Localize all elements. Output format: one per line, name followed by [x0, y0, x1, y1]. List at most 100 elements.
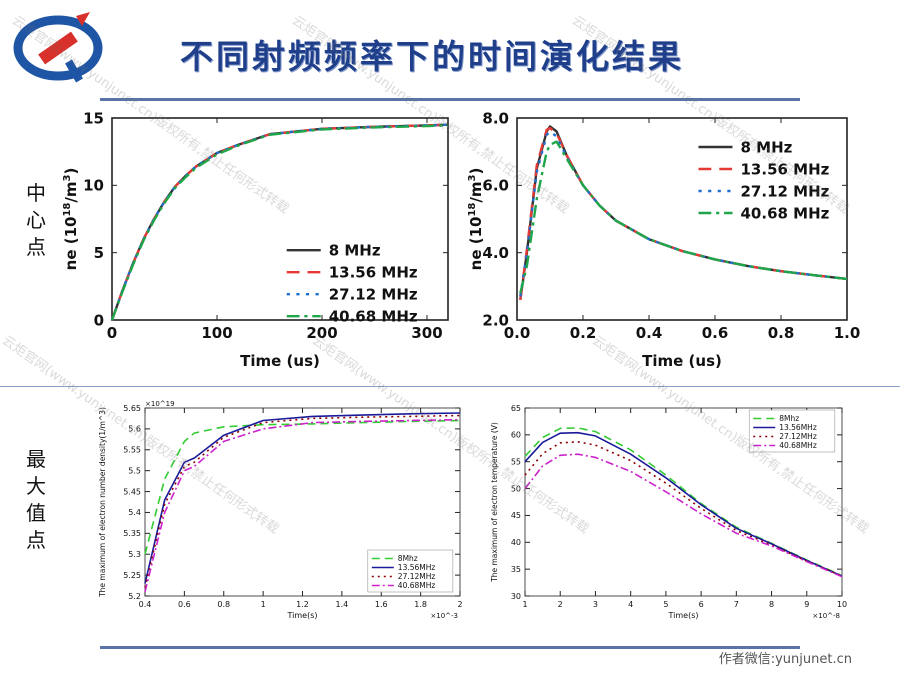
- plot-frame: [111, 117, 449, 321]
- legend-label-1: 13.56 MHz: [741, 160, 830, 178]
- x-tick-label: 6: [699, 600, 704, 609]
- y-tick-label: 8.0: [482, 110, 509, 127]
- y-tick-label: 5.4: [128, 508, 141, 517]
- x-tick-label: 5: [663, 600, 668, 609]
- legend-label-2: 27.12 MHz: [329, 285, 418, 303]
- legend-label-2: 27.12MHz: [398, 572, 436, 581]
- x-tick-label: 0.4: [139, 600, 152, 609]
- legend-label-0: 8 MHz: [329, 241, 381, 259]
- side-label-max: 最大值点: [26, 447, 46, 552]
- y-tick-label: 35: [511, 565, 521, 574]
- footer-wechat: 作者微信:yunjunet.cn: [718, 652, 852, 667]
- y-tick-label: 6.0: [482, 177, 509, 195]
- chart-max-ne: 0.4 0.6 0.8 1 1.2 1.4 1.6 1.8 2 5.2 5.25 5.3 5.35 5.4…: [98, 400, 463, 620]
- page-title: 不同射频频率下的时间演化结果: [180, 37, 684, 76]
- logo-icon: [13, 12, 103, 83]
- x-tick-label: 1.2: [296, 600, 309, 609]
- legend-label-1: 13.56 MHz: [329, 263, 418, 281]
- x-tick-label: 0.6: [178, 600, 191, 609]
- series-line-1: [524, 431, 843, 577]
- y-tick-label: 30: [511, 592, 521, 601]
- y-tick-label: 15: [83, 110, 104, 127]
- title-divider: [100, 98, 800, 101]
- x-tick-label: 300: [411, 324, 442, 342]
- x-tick-label: 1: [522, 600, 527, 609]
- x-tick-label: 7: [734, 600, 739, 609]
- y-tick-label: 5.65: [123, 404, 141, 413]
- x-tick-label: 200: [306, 324, 337, 342]
- series-line-1: [144, 412, 461, 584]
- x-tick-label: 8: [769, 600, 774, 609]
- x-tick-label: 0.8: [768, 324, 795, 342]
- y-tick-label: 65: [511, 404, 521, 413]
- series-line-0: [524, 427, 843, 577]
- y-tick-label: 4.0: [482, 244, 509, 262]
- x-tick-label: 1.4: [336, 600, 349, 609]
- y-tick-label: 50: [511, 484, 521, 493]
- y-axis-label: The maximum of electron number density(1…: [98, 407, 107, 598]
- y-tick-label: 40: [511, 538, 521, 547]
- chart-center-ne-long: 0 100 200 300 0 5 10 15 Time (us) ne (1018/m3) 8 M…: [62, 110, 449, 370]
- x-tick-label: 1.6: [375, 600, 388, 609]
- x-tick-label: 9: [804, 600, 809, 609]
- x-axis-label: Time(s): [287, 611, 318, 620]
- y-tick-label: 55: [511, 458, 521, 467]
- x-multiplier: ×10^-8: [812, 612, 840, 620]
- y-axis-label: The maximum of electron temperature (V): [490, 422, 499, 583]
- legend-label-3: 40.68 MHz: [329, 307, 418, 325]
- x-tick-label: 0.8: [217, 600, 230, 609]
- x-tick-label: 1.0: [834, 324, 861, 342]
- y-tick-label: 5.5: [128, 466, 141, 475]
- x-axis-label: Time (us): [642, 352, 722, 370]
- x-axis-label: Time(s): [668, 611, 699, 620]
- y-tick-label: 5.2: [128, 592, 141, 601]
- legend-label-0: 8Mhz: [779, 414, 799, 423]
- x-tick-label: 4: [628, 600, 633, 609]
- legend-label-2: 27.12MHz: [779, 432, 817, 441]
- x-tick-label: 0.2: [570, 324, 597, 342]
- y-tick-label: 5.6: [128, 425, 141, 434]
- y-tick-label: 45: [511, 511, 521, 520]
- series-line-3: [524, 453, 843, 578]
- legend-label-0: 8 MHz: [741, 138, 793, 156]
- y-multiplier: ×10^19: [145, 400, 175, 408]
- x-tick-label: 100: [201, 324, 232, 342]
- legend-label-2: 27.12 MHz: [741, 182, 830, 200]
- y-axis-label: ne (1018/m3): [62, 168, 80, 271]
- middle-divider: [0, 386, 900, 387]
- x-tick-label: 0.4: [636, 324, 663, 342]
- x-tick-label: 0: [107, 324, 117, 342]
- y-tick-label: 5.25: [123, 571, 141, 580]
- series-line-0: [144, 419, 461, 555]
- series-line-3: [519, 140, 848, 294]
- legend-label-3: 40.68 MHz: [741, 204, 830, 222]
- x-multiplier: ×10^-3: [430, 612, 458, 620]
- legend-label-3: 40.68MHz: [398, 581, 436, 590]
- legend-label-1: 13.56MHz: [398, 563, 436, 572]
- y-axis-label: ne (1018/m3): [467, 168, 485, 271]
- x-tick-label: 3: [593, 600, 598, 609]
- legend-label-1: 13.56MHz: [779, 423, 817, 432]
- legend-box: [748, 409, 836, 453]
- plot-frame: [516, 117, 848, 321]
- legend-label-3: 40.68MHz: [779, 441, 817, 450]
- side-label-center: 中心点: [26, 181, 46, 259]
- x-tick-label: 1: [261, 600, 266, 609]
- y-tick-label: 5.45: [123, 487, 141, 496]
- x-tick-label: 2: [457, 600, 462, 609]
- bottom-divider: [100, 646, 800, 649]
- y-tick-label: 5: [94, 244, 104, 262]
- series-line-3: [144, 418, 461, 592]
- y-tick-label: 5.55: [123, 446, 141, 455]
- x-tick-label: 1.8: [414, 600, 427, 609]
- chart-center-ne-short: 0.0 0.2 0.4 0.6 0.8 1.0 2.0 4.0 6.0 8.0 Time (us) n…: [467, 110, 861, 370]
- y-tick-label: 0: [94, 311, 104, 329]
- series-line-3: [110, 124, 449, 321]
- y-tick-label: 10: [83, 177, 104, 195]
- legend-box: [367, 549, 454, 593]
- x-tick-label: 10: [837, 600, 847, 609]
- x-tick-label: 0.0: [504, 324, 531, 342]
- x-tick-label: 0.6: [702, 324, 729, 342]
- y-tick-label: 5.3: [128, 550, 141, 559]
